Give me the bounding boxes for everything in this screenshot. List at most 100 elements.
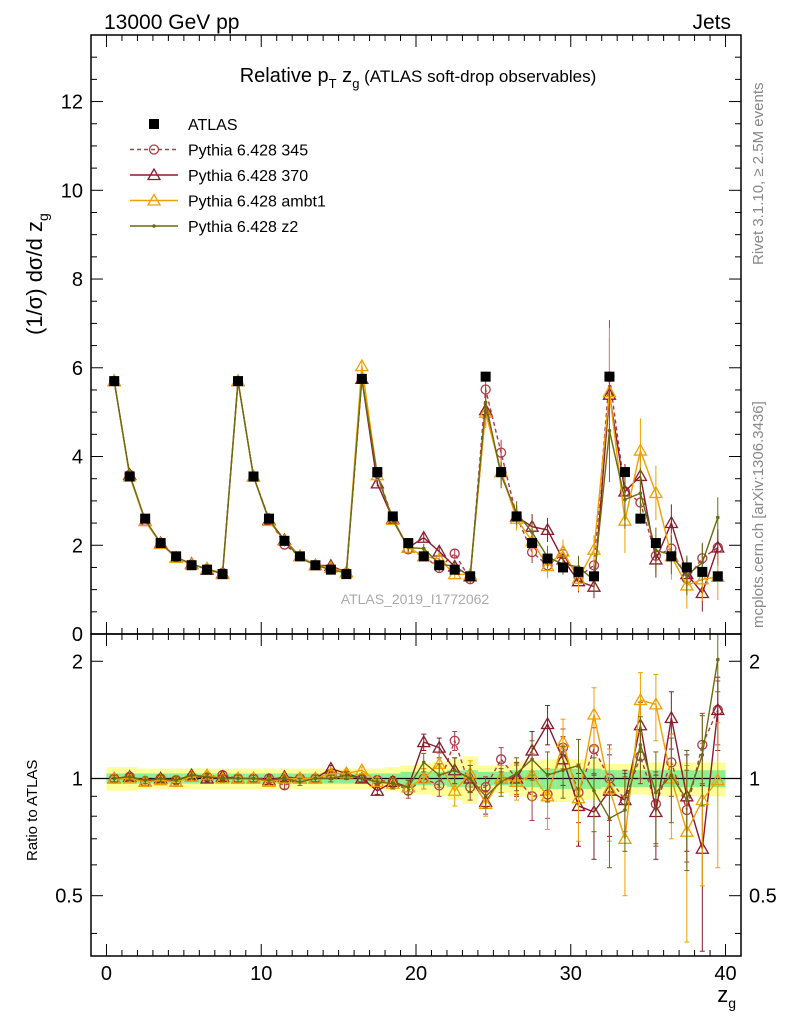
data-point (573, 566, 584, 577)
ratio-point (127, 774, 132, 779)
ratio-point (421, 760, 426, 765)
ratio-point (432, 740, 447, 753)
ratio-point (710, 702, 725, 716)
ratio-point (236, 776, 240, 781)
plot-title-mid: z (337, 65, 353, 87)
data-point (202, 564, 213, 575)
mc-point (685, 573, 689, 578)
ratio-y-tick-label: 1 (72, 768, 83, 790)
mc-point (648, 485, 664, 499)
legend-label: ATLAS (188, 117, 238, 134)
data-point (558, 562, 569, 573)
ratio-point (390, 781, 395, 786)
ratio-point (277, 771, 292, 784)
ratio-point (416, 771, 431, 784)
main-panel: 0 2 4 6 8 10 12 Relative pT zg (ATLAS soft-dro… (61, 34, 742, 646)
ratio-point (298, 780, 302, 784)
ratio-y-tick-label-right: 0.5 (749, 886, 777, 908)
ratio-point (540, 716, 555, 730)
ratio-frame (90, 633, 742, 957)
plot-title-sub2: g (352, 76, 359, 91)
legend: ATLAS Pythia 6.428 345 Pythia 6.428 370 Pyt… (130, 117, 326, 236)
y-tick-label: 4 (72, 447, 83, 469)
data-point (356, 373, 367, 384)
data-point (465, 571, 476, 582)
ratio-point (308, 771, 323, 784)
mc-point (664, 515, 679, 529)
ratio-point (449, 735, 460, 746)
mc-point (483, 400, 488, 405)
x-tick-label: 20 (405, 963, 427, 985)
ratio-point (468, 776, 472, 781)
x-tick-label: 0 (101, 963, 112, 985)
x-axis-label-main: z (717, 982, 728, 1007)
ratio-point (168, 774, 184, 788)
data-point (155, 538, 166, 549)
ratio-point (313, 776, 318, 781)
ratio-point (715, 657, 720, 662)
data-point (248, 471, 259, 482)
mc-series-line (113, 376, 719, 582)
ratio-series-line (114, 709, 719, 813)
ratio-point (447, 783, 462, 796)
ratio-point (586, 707, 602, 720)
data-point (480, 371, 491, 382)
ratio-y-tick-label-right: 1 (749, 768, 760, 790)
ratio-point (648, 697, 664, 710)
ratio-point (406, 785, 411, 789)
y-axis-label-main: (1/σ) dσ/d z (22, 221, 47, 335)
mc-point (715, 515, 720, 520)
legend-marker (152, 224, 156, 228)
mc-point (540, 522, 555, 536)
mc-point (416, 530, 431, 543)
ratio-point (561, 768, 565, 773)
ratio-point (592, 788, 596, 793)
ratio-point (545, 773, 550, 777)
data-point (124, 471, 135, 482)
x-axis-label: zg (717, 982, 736, 1011)
x-tick-label: 40 (714, 963, 736, 985)
data-point (140, 513, 151, 524)
ratio-point (654, 790, 658, 795)
mc-point (623, 497, 627, 502)
legend-marker (148, 144, 160, 155)
mc-point (633, 443, 648, 456)
data-point (418, 551, 429, 562)
ratio-point (205, 774, 209, 779)
mc-point (571, 571, 586, 584)
mc-point (449, 548, 460, 559)
ratio-point (375, 780, 380, 784)
y-tick-label: 12 (61, 92, 83, 114)
main-axes: 0 2 4 6 8 10 12 (61, 34, 742, 646)
data-point (325, 564, 336, 575)
ratio-point (370, 783, 385, 796)
ratio-y-tick-label-right: 2 (749, 651, 760, 673)
ratio-plot-content (91, 633, 741, 952)
data-point (619, 467, 630, 478)
ratio-point (499, 780, 503, 784)
rivet-label: Rivet 3.1.10, ≥ 2.5M events (750, 83, 767, 266)
analysis-watermark: ATLAS_2019_I1772062 (341, 591, 490, 607)
ratio-point (267, 778, 271, 782)
mc-point (540, 558, 555, 572)
legend-item: Pythia 6.428 z2 (130, 219, 298, 236)
plot-title-prefix: Relative p (240, 65, 329, 87)
data-point (712, 571, 723, 582)
x-axis-label-sub: g (728, 995, 736, 1011)
ratio-point (607, 816, 612, 821)
plot-title: Relative pT zg (ATLAS soft-drop observab… (240, 65, 597, 91)
data-point (279, 535, 290, 546)
data-point (542, 553, 553, 564)
ratio-point (282, 776, 287, 781)
data-point (434, 560, 445, 571)
ratio-point (623, 808, 627, 812)
data-point (588, 571, 599, 582)
ratio-point (710, 772, 725, 786)
data-point (310, 560, 321, 571)
ratio-point (329, 776, 333, 781)
ratio-point (452, 768, 457, 773)
data-point (263, 513, 274, 524)
ratio-point (174, 778, 178, 782)
ratio-point (664, 710, 679, 724)
